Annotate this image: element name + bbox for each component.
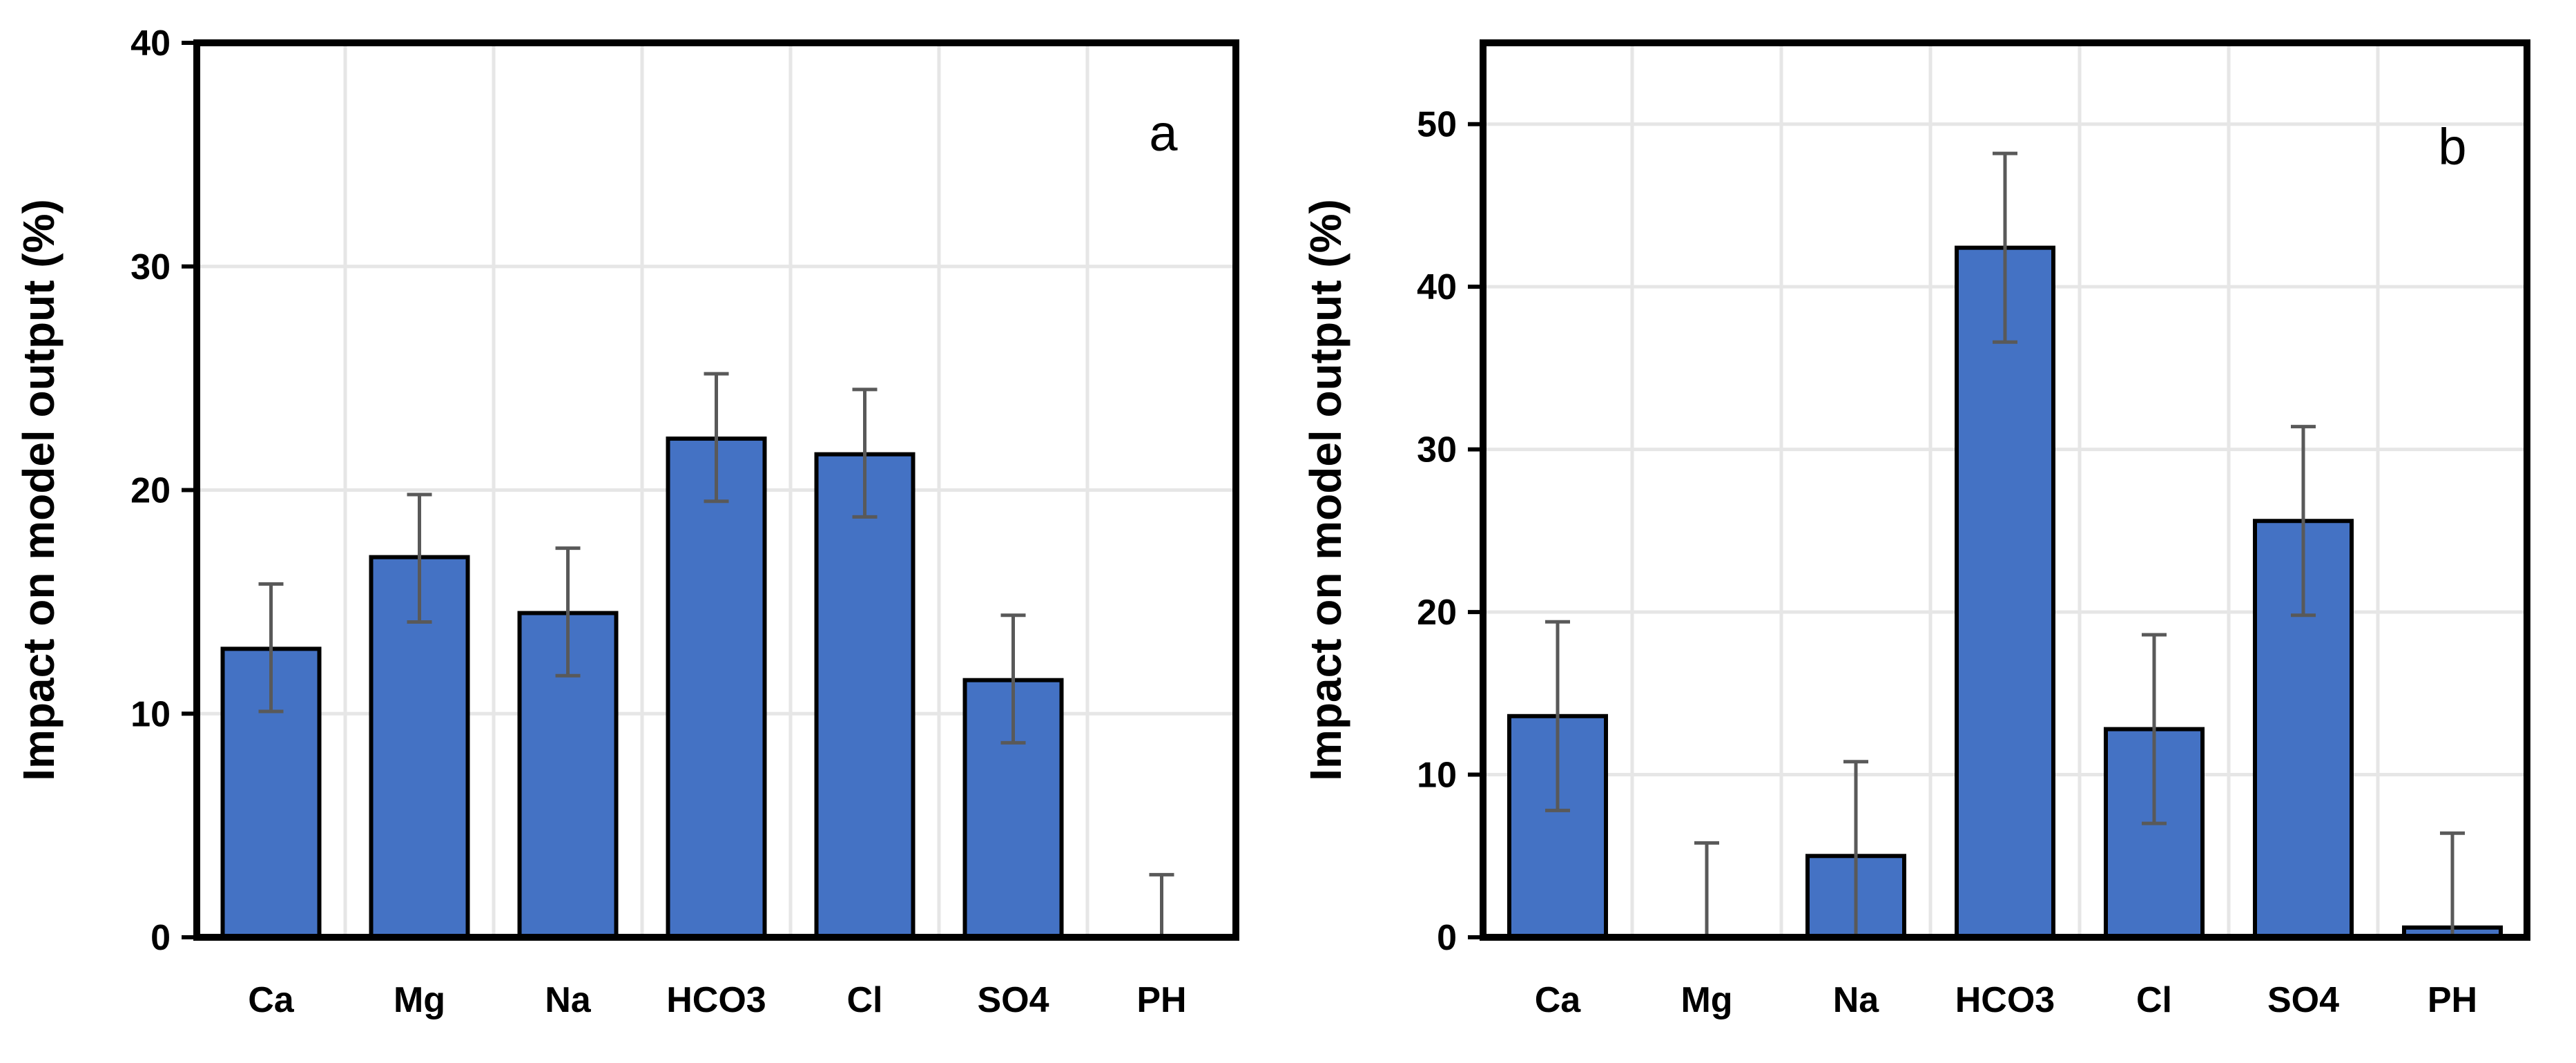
y-tick-label: 50 [1417,105,1457,145]
y-tick-label: 40 [130,23,171,64]
error-bar-so4 [2291,425,2316,617]
x-tick-label: Mg [1681,980,1732,1020]
error-bar-na [1843,760,1868,937]
x-tick-label: HCO3 [666,980,766,1020]
x-tick-label: Cl [847,980,883,1020]
x-tick-label: Ca [1535,980,1582,1020]
error-bar-hco3 [704,372,729,504]
x-tick-label: Na [545,980,592,1020]
chart-panel-b: 0 10 20 30 40 50 Ca Mg Na HCO3 Cl SO4 PH Impact on mo… [1301,39,2530,1020]
bar-hco3 [1955,245,2055,939]
error-bar-ca [258,582,284,714]
bar-cl [814,452,916,939]
y-tick-label: 20 [130,471,171,511]
error-bar-na [555,546,581,678]
error-bar-ph [1149,872,1174,937]
x-tick-label: PH [2428,980,2477,1020]
error-bar-so4 [1000,613,1026,745]
y-tick-label: 30 [1417,430,1457,470]
y-tick-label: 30 [130,247,171,287]
plot-frame [1480,39,2530,941]
y-axis-title: Impact on model output (%) [1301,199,1350,781]
x-tick-label: Cl [2136,980,2172,1020]
x-tick-label: SO4 [2267,980,2339,1020]
bar-hco3 [666,437,767,939]
x-tick-label: SO4 [977,980,1049,1020]
error-bar-cl [2142,633,2167,825]
y-tick-label: 10 [1417,756,1457,796]
error-bar-ph [2440,831,2465,937]
x-tick-label: PH [1136,980,1186,1020]
y-tick-label: 20 [1417,593,1457,633]
error-bar-hco3 [1993,151,2017,344]
y-tick-label: 40 [1417,267,1457,307]
error-bar-ca [1545,620,1570,812]
error-bar-mg [1694,841,1719,937]
x-tick-label: HCO3 [1955,980,2055,1020]
error-bar-mg [407,492,432,624]
error-bar-cl [852,387,878,519]
y-tick-label: 10 [130,694,171,734]
x-tick-label: Mg [394,980,445,1020]
chart-panel-a: 0 10 20 30 40 Ca Mg Na HCO3 Cl SO4 PH Impact on mode… [14,23,1239,1020]
x-tick-label: Na [1833,980,1880,1020]
panel-label: a [1149,104,1178,162]
x-tick-label: Ca [248,980,295,1020]
panel-label: b [2438,118,2466,175]
y-tick-label: 0 [151,918,171,958]
y-tick-label: 0 [1437,918,1457,958]
y-axis-title: Impact on model output (%) [14,199,64,781]
